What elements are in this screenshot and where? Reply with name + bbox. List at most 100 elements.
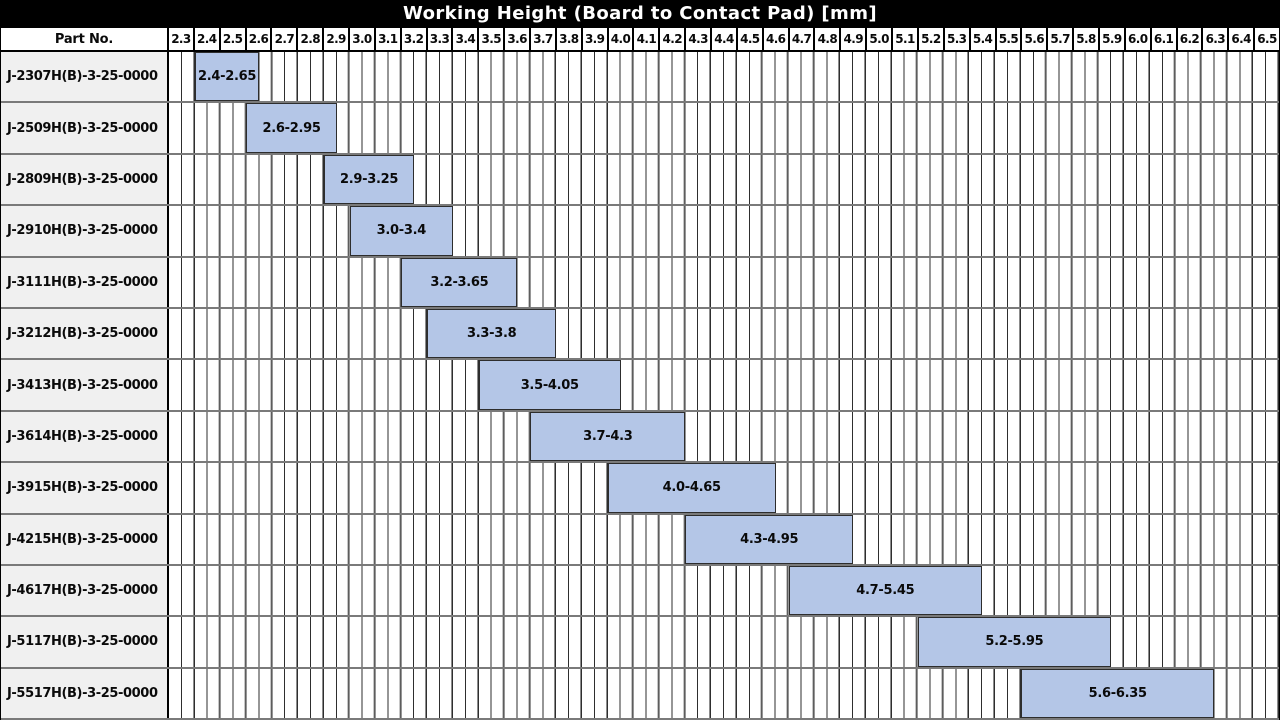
part-number: J-3212H(B)-3-25-0000 [1,308,169,359]
working-height-range-bar: 3.2-3.65 [401,257,518,307]
x-axis-tick-label: 4.5 [735,28,762,50]
part-number: J-3614H(B)-3-25-0000 [1,411,169,462]
x-axis-tick-label: 4.6 [761,28,788,50]
x-axis-tick-label: 4.1 [632,28,658,50]
x-axis-tick-label: 5.1 [891,28,917,50]
x-axis-tick-label: 6.4 [1227,28,1253,50]
working-height-range-bar: 5.2-5.95 [917,617,1112,667]
working-height-range-bar: 4.7-5.45 [788,565,983,616]
x-axis-tick-label: 4.9 [839,28,865,50]
row-grid-area: 3.0-3.4 [169,206,1279,256]
table-row: J-4215H(B)-3-25-0000 4.3-4.95 [1,514,1279,566]
working-height-range-bar: 4.0-4.65 [607,463,776,513]
x-axis-tick-label: 3.7 [529,28,555,50]
x-axis-tick-label: 4.4 [710,28,736,50]
part-number: J-2307H(B)-3-25-0000 [1,52,169,102]
part-no-column-header: Part No. [1,28,169,50]
x-axis-tick-label: 6.5 [1253,28,1279,50]
x-axis-tick-label: 4.8 [813,28,839,50]
working-height-range-bar: 2.9-3.25 [323,154,415,205]
x-axis-tick-label: 4.7 [787,28,814,50]
x-axis-tick-label: 5.9 [1097,28,1124,50]
x-axis-tick-label: 3.5 [477,28,503,50]
x-axis-tick-label: 6.1 [1149,28,1176,50]
row-grid-area: 3.3-3.8 [169,308,1279,359]
x-axis-tick-label: 5.5 [994,28,1021,50]
x-axis-tick-label: 5.7 [1046,28,1072,50]
x-axis-tick-label: 3.8 [554,28,581,50]
table-row: J-5117H(B)-3-25-0000 5.2-5.95 [1,617,1279,669]
row-grid-area: 3.5-4.05 [169,360,1279,410]
working-height-range-bar: 3.0-3.4 [349,206,453,256]
x-axis-tick-label: 4.3 [684,28,710,50]
table-row: J-3212H(B)-3-25-0000 3.3-3.8 [1,308,1279,361]
table-row: J-4617H(B)-3-25-0000 4.7-5.45 [1,565,1279,618]
table-row: J-3413H(B)-3-25-0000 3.5-4.05 [1,360,1279,412]
table-row: J-2809H(B)-3-25-0000 2.9-3.25 [1,154,1279,207]
x-axis-tick-label: 2.5 [218,28,245,50]
row-grid-area: 5.6-6.35 [169,668,1279,719]
table-row: J-3614H(B)-3-25-0000 3.7-4.3 [1,411,1279,464]
part-number: J-3915H(B)-3-25-0000 [1,463,169,513]
x-axis-tick-label: 3.4 [451,28,477,50]
x-axis-tick-label: 2.4 [192,28,219,50]
x-axis-tick-label: 3.2 [399,28,426,50]
x-axis-tick-label: 2.3 [171,32,191,46]
x-axis-tick-label: 3.1 [373,28,400,50]
table-row: J-2307H(B)-3-25-0000 2.4-2.65 [1,52,1279,104]
working-height-range-bar: 4.3-4.95 [685,514,854,564]
part-number: J-5517H(B)-3-25-0000 [1,668,169,719]
part-number: J-3111H(B)-3-25-0000 [1,257,169,307]
x-axis-tick-label: 3.3 [425,28,452,50]
working-height-range-bar: 3.5-4.05 [478,360,621,410]
table-row: J-3111H(B)-3-25-0000 3.2-3.65 [1,257,1279,309]
working-height-range-bar: 3.3-3.8 [427,308,557,359]
x-axis-tick-label: 3.0 [348,28,374,50]
table-row: J-3915H(B)-3-25-0000 4.0-4.65 [1,463,1279,515]
part-number: J-5117H(B)-3-25-0000 [1,617,169,667]
x-axis-tick-row: 2.3 2.4 2.5 2.6 2.7 2.8 2.9 3.0 3.1 3.2 3.3 3.4 3.5 3… [169,28,1279,50]
row-grid-area: 4.7-5.45 [169,565,1279,616]
x-axis-tick-label: 2.6 [244,28,271,50]
x-axis-tick-label: 6.0 [1123,28,1150,50]
axis-header-row: Part No. 2.3 2.4 2.5 2.6 2.7 2.8 2.9 3.0 3.1 3.2 3… [1,28,1279,52]
working-height-range-bar: 2.4-2.65 [194,52,260,102]
row-grid-area: 2.4-2.65 [169,52,1279,102]
x-axis-tick-label: 5.6 [1020,28,1046,50]
chart-rows: J-2307H(B)-3-25-0000 2.4-2.65 J-2509H(B)-3… [1,52,1279,720]
part-number: J-2910H(B)-3-25-0000 [1,206,169,256]
row-grid-area: 4.0-4.65 [169,463,1279,513]
working-height-range-bar: 2.6-2.95 [246,103,337,153]
x-axis-tick-label: 6.3 [1201,28,1227,50]
table-row: J-2910H(B)-3-25-0000 3.0-3.4 [1,206,1279,258]
x-axis-tick-label: 4.2 [658,28,684,50]
part-number: J-3413H(B)-3-25-0000 [1,360,169,410]
row-grid-area: 5.2-5.95 [169,617,1279,667]
table-row: J-5517H(B)-3-25-0000 5.6-6.35 [1,668,1279,720]
table-row: J-2509H(B)-3-25-0000 2.6-2.95 [1,103,1279,155]
row-grid-area: 2.6-2.95 [169,103,1279,153]
part-number: J-4215H(B)-3-25-0000 [1,514,169,564]
row-grid-area: 3.2-3.65 [169,257,1279,307]
x-axis-tick-label: 5.8 [1072,28,1098,50]
x-axis-tick-label: 2.8 [296,28,322,50]
x-axis-tick-label: 3.9 [580,28,607,50]
chart-title: Working Height (Board to Contact Pad) [m… [1,0,1279,28]
part-number: J-2509H(B)-3-25-0000 [1,103,169,153]
x-axis-tick-label: 6.2 [1175,28,1202,50]
x-axis-tick-label: 2.7 [270,28,296,50]
working-height-range-bar: 5.6-6.35 [1020,668,1215,719]
x-axis-tick-label: 3.6 [503,28,529,50]
x-axis-tick-label: 5.4 [968,28,995,50]
x-axis-tick-label: 5.0 [865,28,891,50]
part-number: J-2809H(B)-3-25-0000 [1,154,169,205]
row-grid-area: 2.9-3.25 [169,154,1279,205]
x-axis-tick-label: 5.3 [942,28,969,50]
row-grid-area: 4.3-4.95 [169,514,1279,564]
x-axis-tick-label: 4.0 [606,28,633,50]
part-number: J-4617H(B)-3-25-0000 [1,565,169,616]
working-height-range-bar: 3.7-4.3 [530,411,686,462]
row-grid-area: 3.7-4.3 [169,411,1279,462]
x-axis-tick-label: 2.9 [322,28,348,50]
